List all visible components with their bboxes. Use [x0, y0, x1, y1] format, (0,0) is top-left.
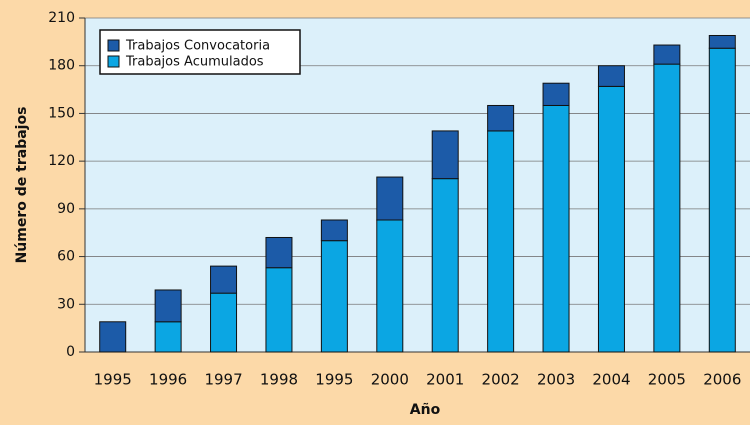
x-tick-label: 2005	[648, 371, 686, 389]
legend-swatch	[107, 39, 120, 52]
bar-segment	[597, 65, 625, 87]
bar-segment	[542, 104, 570, 353]
x-tick-label: 2003	[537, 371, 575, 389]
y-axis-label: Número de trabajos	[14, 107, 30, 264]
bar-segment	[320, 240, 348, 353]
x-tick-label: 2004	[592, 371, 630, 389]
y-tick-label: 180	[48, 58, 75, 74]
bar-segment	[487, 130, 515, 353]
x-tick-label: 1997	[204, 371, 242, 389]
bar-segment	[431, 130, 459, 180]
bar-segment	[154, 321, 182, 353]
bar-segment	[376, 176, 404, 221]
bar-segment	[708, 34, 736, 49]
bar-segment	[653, 63, 681, 353]
bar-segment	[597, 85, 625, 353]
bar-segment	[210, 265, 238, 294]
bar-segment	[210, 292, 238, 353]
x-tick-label: 2001	[426, 371, 464, 389]
bar-segment	[154, 289, 182, 323]
bar-segment	[542, 82, 570, 106]
legend-swatch	[107, 55, 120, 68]
x-tick-label: 1996	[149, 371, 187, 389]
y-tick-label: 60	[57, 249, 75, 265]
bar-segment	[265, 236, 293, 269]
legend-label: Trabajos Convocatoria	[125, 39, 270, 54]
x-tick-label: 2006	[703, 371, 741, 389]
bar-segment	[376, 219, 404, 353]
y-tick-label: 210	[48, 10, 75, 26]
bar-segment	[653, 44, 681, 65]
x-tick-label: 1995	[315, 371, 353, 389]
x-axis-label: Año	[410, 402, 441, 418]
x-tick-label: 1995	[94, 371, 132, 389]
y-tick-label: 0	[66, 344, 75, 360]
bar-segment	[265, 267, 293, 353]
y-tick-label: 150	[48, 105, 75, 121]
x-tick-label: 2000	[371, 371, 409, 389]
bar-segment	[99, 321, 127, 353]
bar-segment	[487, 104, 515, 132]
legend-label: Trabajos Acumulados	[125, 55, 264, 70]
y-tick-label: 30	[57, 296, 75, 312]
bar-segment	[320, 219, 348, 242]
y-tick-label: 120	[48, 153, 75, 169]
legend-box	[99, 29, 301, 75]
x-tick-label: 2002	[482, 371, 520, 389]
x-tick-label: 1998	[260, 371, 298, 389]
y-tick-label: 90	[57, 201, 75, 217]
bar-segment	[431, 178, 459, 353]
bar-segment	[708, 47, 736, 353]
